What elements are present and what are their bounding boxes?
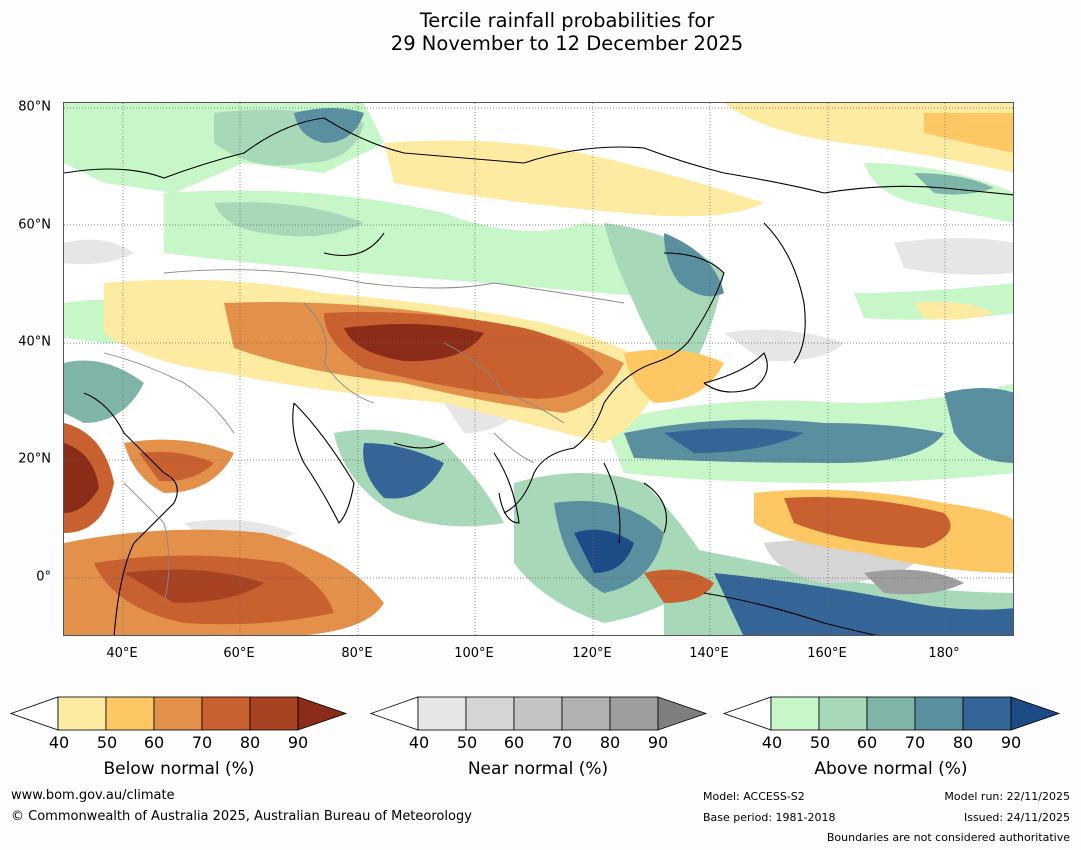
cbar1-tick: 90: [647, 733, 669, 752]
cbar1-tick: 50: [456, 733, 478, 752]
colorbar-segment: [818, 696, 868, 731]
coastlines: [64, 117, 1013, 635]
map-title: Tercile rainfall probabilities for 29 No…: [0, 9, 1081, 55]
cbar0-tick: 70: [191, 733, 213, 752]
cbar2-tick: 60: [856, 733, 878, 752]
colorbar-below-normal: [10, 696, 348, 731]
cbar1-tick: 70: [551, 733, 573, 752]
footer-boundaries-note: Boundaries are not considered authoritat…: [826, 831, 1070, 844]
below-normal-regions: [64, 103, 1013, 635]
colorbar-segment: [417, 696, 467, 731]
colorbar-extend-high: [1010, 696, 1061, 731]
cbar1-tick: 80: [599, 733, 621, 752]
colorbar-segment: [105, 696, 155, 731]
lon-label-120e: 120°E: [572, 646, 612, 661]
footer-copyright: © Commonwealth of Australia 2025, Austra…: [11, 809, 472, 824]
colorbar-segment: [153, 696, 203, 731]
colorbar-segment: [465, 696, 515, 731]
lat-label-80n: 80°N: [18, 99, 51, 115]
colorbar-extend-low: [370, 696, 419, 731]
colorbar-segment: [249, 696, 299, 731]
colorbar-segment: [866, 696, 916, 731]
colorbar-segment: [513, 696, 563, 731]
colorbar-label-near-normal: Near normal (%): [467, 759, 609, 779]
colorbar-segment: [201, 696, 251, 731]
lon-label-40e: 40°E: [106, 646, 138, 661]
colorbar-segment: [609, 696, 659, 731]
colorbar-extend-high: [657, 696, 708, 731]
colorbar-segment: [962, 696, 1012, 731]
cbar0-tick: 40: [48, 733, 70, 752]
lat-label-40n: 40°N: [18, 334, 51, 350]
title-line-1: Tercile rainfall probabilities for: [419, 9, 715, 32]
title-line-2: 29 November to 12 December 2025: [390, 32, 744, 55]
lat-label-0: 0°: [36, 569, 51, 585]
lat-label-20n: 20°N: [18, 451, 51, 467]
graticule: [64, 103, 1013, 635]
footer-model-run: Model run: 22/11/2025: [944, 790, 1070, 803]
colorbar-label-above-normal: Above normal (%): [814, 759, 968, 779]
lon-label-160e: 160°E: [807, 646, 847, 661]
cbar0-tick: 60: [143, 733, 165, 752]
colorbar-segment: [770, 696, 820, 731]
footer-base-period: Base period: 1981-2018: [703, 811, 836, 824]
colorbar-above-normal: [723, 696, 1061, 731]
cbar0-tick: 90: [287, 733, 309, 752]
colorbar-label-below-normal: Below normal (%): [103, 759, 255, 779]
colorbar-extend-low: [723, 696, 772, 731]
cbar1-tick: 40: [408, 733, 430, 752]
footer-issued: Issued: 24/11/2025: [963, 811, 1070, 824]
cbar0-tick: 80: [239, 733, 261, 752]
rainfall-probability-map: [63, 102, 1014, 636]
lon-label-60e: 60°E: [223, 646, 255, 661]
colorbar-segment: [57, 696, 107, 731]
colorbar-segment: [914, 696, 964, 731]
colorbar-extend-high: [297, 696, 348, 731]
cbar2-tick: 90: [1000, 733, 1022, 752]
map-canvas: [64, 103, 1013, 635]
lon-label-140e: 140°E: [689, 646, 729, 661]
cbar1-tick: 60: [503, 733, 525, 752]
colorbar-near-normal: [370, 696, 708, 731]
footer-model: Model: ACCESS-S2: [703, 790, 805, 803]
cbar0-tick: 50: [96, 733, 118, 752]
lat-label-60n: 60°N: [18, 217, 51, 233]
footer-website: www.bom.gov.au/climate: [11, 788, 175, 803]
cbar2-tick: 70: [904, 733, 926, 752]
lon-label-100e: 100°E: [454, 646, 494, 661]
country-borders: [103, 269, 625, 604]
colorbar-segment: [561, 696, 611, 731]
colorbar-extend-low: [10, 696, 59, 731]
cbar2-tick: 80: [952, 733, 974, 752]
cbar2-tick: 50: [809, 733, 831, 752]
lon-label-80e: 80°E: [341, 646, 373, 661]
cbar2-tick: 40: [761, 733, 783, 752]
lon-label-180: 180°: [928, 646, 960, 661]
above-normal-regions: [64, 103, 1013, 635]
